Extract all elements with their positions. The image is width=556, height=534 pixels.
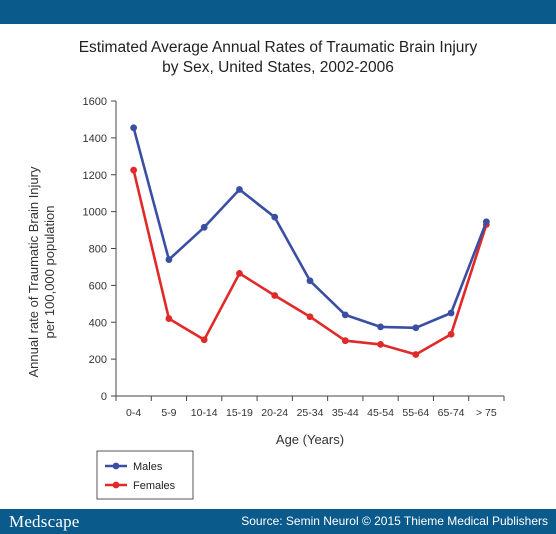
- x-tick-label: 20-24: [261, 407, 288, 419]
- series-line-females: [132, 169, 488, 356]
- legend-label-males: Males: [133, 461, 163, 473]
- x-tick-label: 15-19: [226, 407, 253, 419]
- data-point-females: [341, 337, 349, 345]
- y-tick-label: 1600: [83, 96, 107, 108]
- x-tick-label: 5-9: [161, 407, 176, 419]
- legend-frame: [96, 450, 194, 500]
- legend-label-females: Females: [133, 480, 176, 492]
- data-point-males: [306, 277, 314, 285]
- chart-title-line-2: by Sex, United States, 2002-2006: [162, 59, 394, 76]
- data-point-males: [165, 256, 173, 263]
- x-tick-label: 35-44: [332, 407, 359, 419]
- data-point-females: [377, 340, 384, 348]
- line-chart: Annual rate of Traumatic Brain Injury pe…: [26, 96, 505, 500]
- data-point-males: [236, 186, 243, 193]
- data-point-females: [306, 313, 314, 321]
- y-tick-label: 800: [89, 244, 107, 256]
- medscape-logo: Medscape: [9, 512, 80, 531]
- data-point-females: [271, 292, 279, 299]
- data-point-males: [130, 124, 138, 132]
- data-point-males: [271, 213, 279, 221]
- legend-swatch-point-males: [112, 462, 120, 470]
- y-axis-label: Annual rate of Traumatic Brain Injury pe…: [26, 166, 57, 377]
- footer-bar: Medscape Source: Semin Neurol © 2015 Thi…: [0, 509, 556, 534]
- y-axis-label-line-1: Annual rate of Traumatic Brain Injury: [26, 166, 41, 377]
- data-point-males: [412, 324, 420, 332]
- series-females: [130, 166, 490, 358]
- x-tick-label: 0-4: [126, 407, 141, 419]
- x-axis-label: Age (Years): [276, 432, 344, 447]
- y-tick-label: 200: [89, 354, 107, 366]
- y-tick-label: 0: [101, 391, 107, 403]
- top-banner: [0, 0, 556, 24]
- y-tick-label: 600: [89, 280, 107, 292]
- data-point-females: [200, 336, 208, 344]
- x-tick-label: 65-74: [438, 407, 465, 419]
- data-point-males: [482, 218, 490, 226]
- y-tick-label: 1400: [83, 133, 107, 145]
- data-point-males: [377, 323, 384, 331]
- data-point-females: [447, 330, 455, 338]
- series-line-males: [132, 127, 488, 330]
- x-tick-label: 10-14: [191, 407, 218, 419]
- data-point-females: [236, 269, 243, 277]
- data-point-males: [200, 223, 208, 231]
- x-tick-label: 25-34: [297, 407, 324, 419]
- data-point-females: [412, 351, 420, 358]
- data-point-males: [447, 309, 455, 317]
- x-tick-label: > 75: [476, 407, 497, 419]
- legend-swatch-point-females: [112, 481, 120, 489]
- legend-box: Males Females: [96, 450, 194, 500]
- data-point-males: [341, 311, 349, 319]
- series-males: [130, 124, 490, 332]
- data-point-females: [165, 315, 173, 322]
- chart-area: Estimated Average Annual Rates of Trauma…: [0, 24, 556, 509]
- chart-title: Estimated Average Annual Rates of Trauma…: [0, 38, 556, 78]
- chart-title-line-1: Estimated Average Annual Rates of Trauma…: [78, 39, 478, 56]
- source-credit: Source: Semin Neurol © 2015 Thieme Medic…: [241, 514, 548, 528]
- y-tick-label: 1000: [83, 207, 107, 219]
- x-tick-label: 45-54: [367, 407, 394, 419]
- y-axis-label-line-2: per 100,000 population: [42, 205, 57, 338]
- y-tick-label: 1200: [83, 170, 107, 182]
- data-point-females: [130, 166, 138, 174]
- x-tick-label: 55-64: [402, 407, 429, 419]
- y-tick-label: 400: [89, 317, 107, 329]
